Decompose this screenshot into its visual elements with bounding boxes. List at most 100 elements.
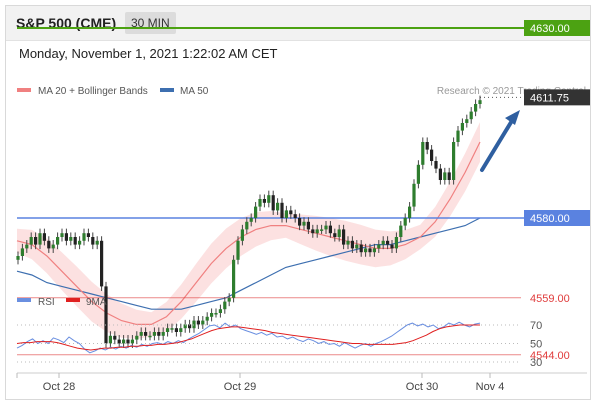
candle-body [205,316,209,321]
candle-body [425,142,429,150]
candle-body [452,142,456,180]
candle-body [390,244,394,249]
candle-body [478,100,482,104]
candle-body [104,286,108,344]
moving-averages [16,141,481,325]
bollinger-band [17,122,480,340]
chart-timestamp: Monday, November 1, 2021 1:22:02 AM CET [19,46,278,61]
rsi-panel: 70 50 30 [16,320,542,369]
candle-body [337,229,341,237]
candlesticks [16,95,482,348]
rsi-tick-label: 30 [530,357,542,369]
projection-arrow-head [505,110,520,125]
ma9-legend-swatch [66,298,80,302]
candle-body [86,233,90,237]
candle-body [267,195,271,203]
candle-body [368,248,372,253]
candle-body [91,237,95,245]
chart-header: S&P 500 (CME) 30 MIN [6,6,590,41]
candle-body [78,240,82,245]
candle-body [324,225,328,230]
candle-body [298,218,302,226]
candle-body [51,244,55,249]
candle-body [399,225,403,237]
candle-body [73,237,77,245]
candle-body [227,297,231,302]
ma50-legend-swatch [160,88,174,92]
candle-body [157,332,161,336]
rsi-legend-label: RSI [38,297,55,308]
candle-body [34,237,38,245]
candle-body [82,233,86,241]
candle-body [469,111,473,120]
candle-body [271,195,275,211]
rsi-line [16,321,481,354]
candle-body [42,233,46,241]
candle-body [122,339,126,344]
candle-body [25,244,29,249]
rsi-legend-swatch [17,298,31,302]
candle-body [161,332,165,336]
candle-body [47,240,51,249]
candle-body [381,240,385,245]
candle-body [245,221,249,230]
candle-body [196,320,200,325]
pivot-label-bg [524,210,590,226]
candle-body [148,335,152,338]
resistance-label: 4630.00 [530,23,570,35]
candle-body [214,313,218,315]
candle-body [465,119,469,123]
candle-body [64,233,68,241]
candle-body [443,172,447,180]
candle-body [350,240,354,249]
candle-body [434,161,438,169]
candle-body [416,164,420,184]
candle-body [16,256,20,260]
candle-body [280,202,284,218]
candle-body [386,240,390,245]
support-label: 4544.00 [530,350,570,362]
rsi-tick-label: 70 [530,320,542,332]
candle-body [95,240,99,245]
candle-body [276,202,280,211]
candle-body [38,233,42,245]
candle-body [346,240,350,245]
current-price-label-bg [524,89,590,106]
candle-body [20,248,24,256]
candle-body [333,233,337,237]
candle-body [126,339,130,344]
candle-body [293,214,297,218]
candle-body [192,320,196,329]
projection-arrow-shaft [480,117,515,172]
candle-body [135,335,139,340]
candle-body [456,130,460,142]
pivot-label: 4580.00 [530,213,570,225]
candle-body [289,210,293,215]
x-tick-label: Oct 29 [224,381,256,393]
ma50-line [16,217,481,310]
candle-body [377,244,381,249]
candle-body [108,335,112,344]
ma20-legend-swatch [17,88,31,92]
candle-body [69,237,73,241]
ma20-line [16,141,481,325]
candle-body [372,248,376,253]
chart-card: S&P 500 (CME) 30 MIN Monday, November 1,… [5,5,591,400]
candle-body [174,328,178,332]
candle-body [210,313,214,317]
rsi-ma9-line [16,324,480,351]
candle-body [302,221,306,226]
ma9-legend-label: 9MA [86,297,107,308]
candle-body [100,240,104,287]
candle-body [447,172,451,180]
time-axis: Oct 28 Oct 29 Oct 30 Nov 4 [16,373,504,393]
support-label: 4559.00 [530,293,570,305]
candle-body [258,199,262,207]
candle-body [364,248,368,253]
candle-body [166,328,170,332]
candle-body [218,309,222,313]
candle-body [130,339,134,344]
candle-body [170,328,174,330]
candle-body [179,328,183,332]
